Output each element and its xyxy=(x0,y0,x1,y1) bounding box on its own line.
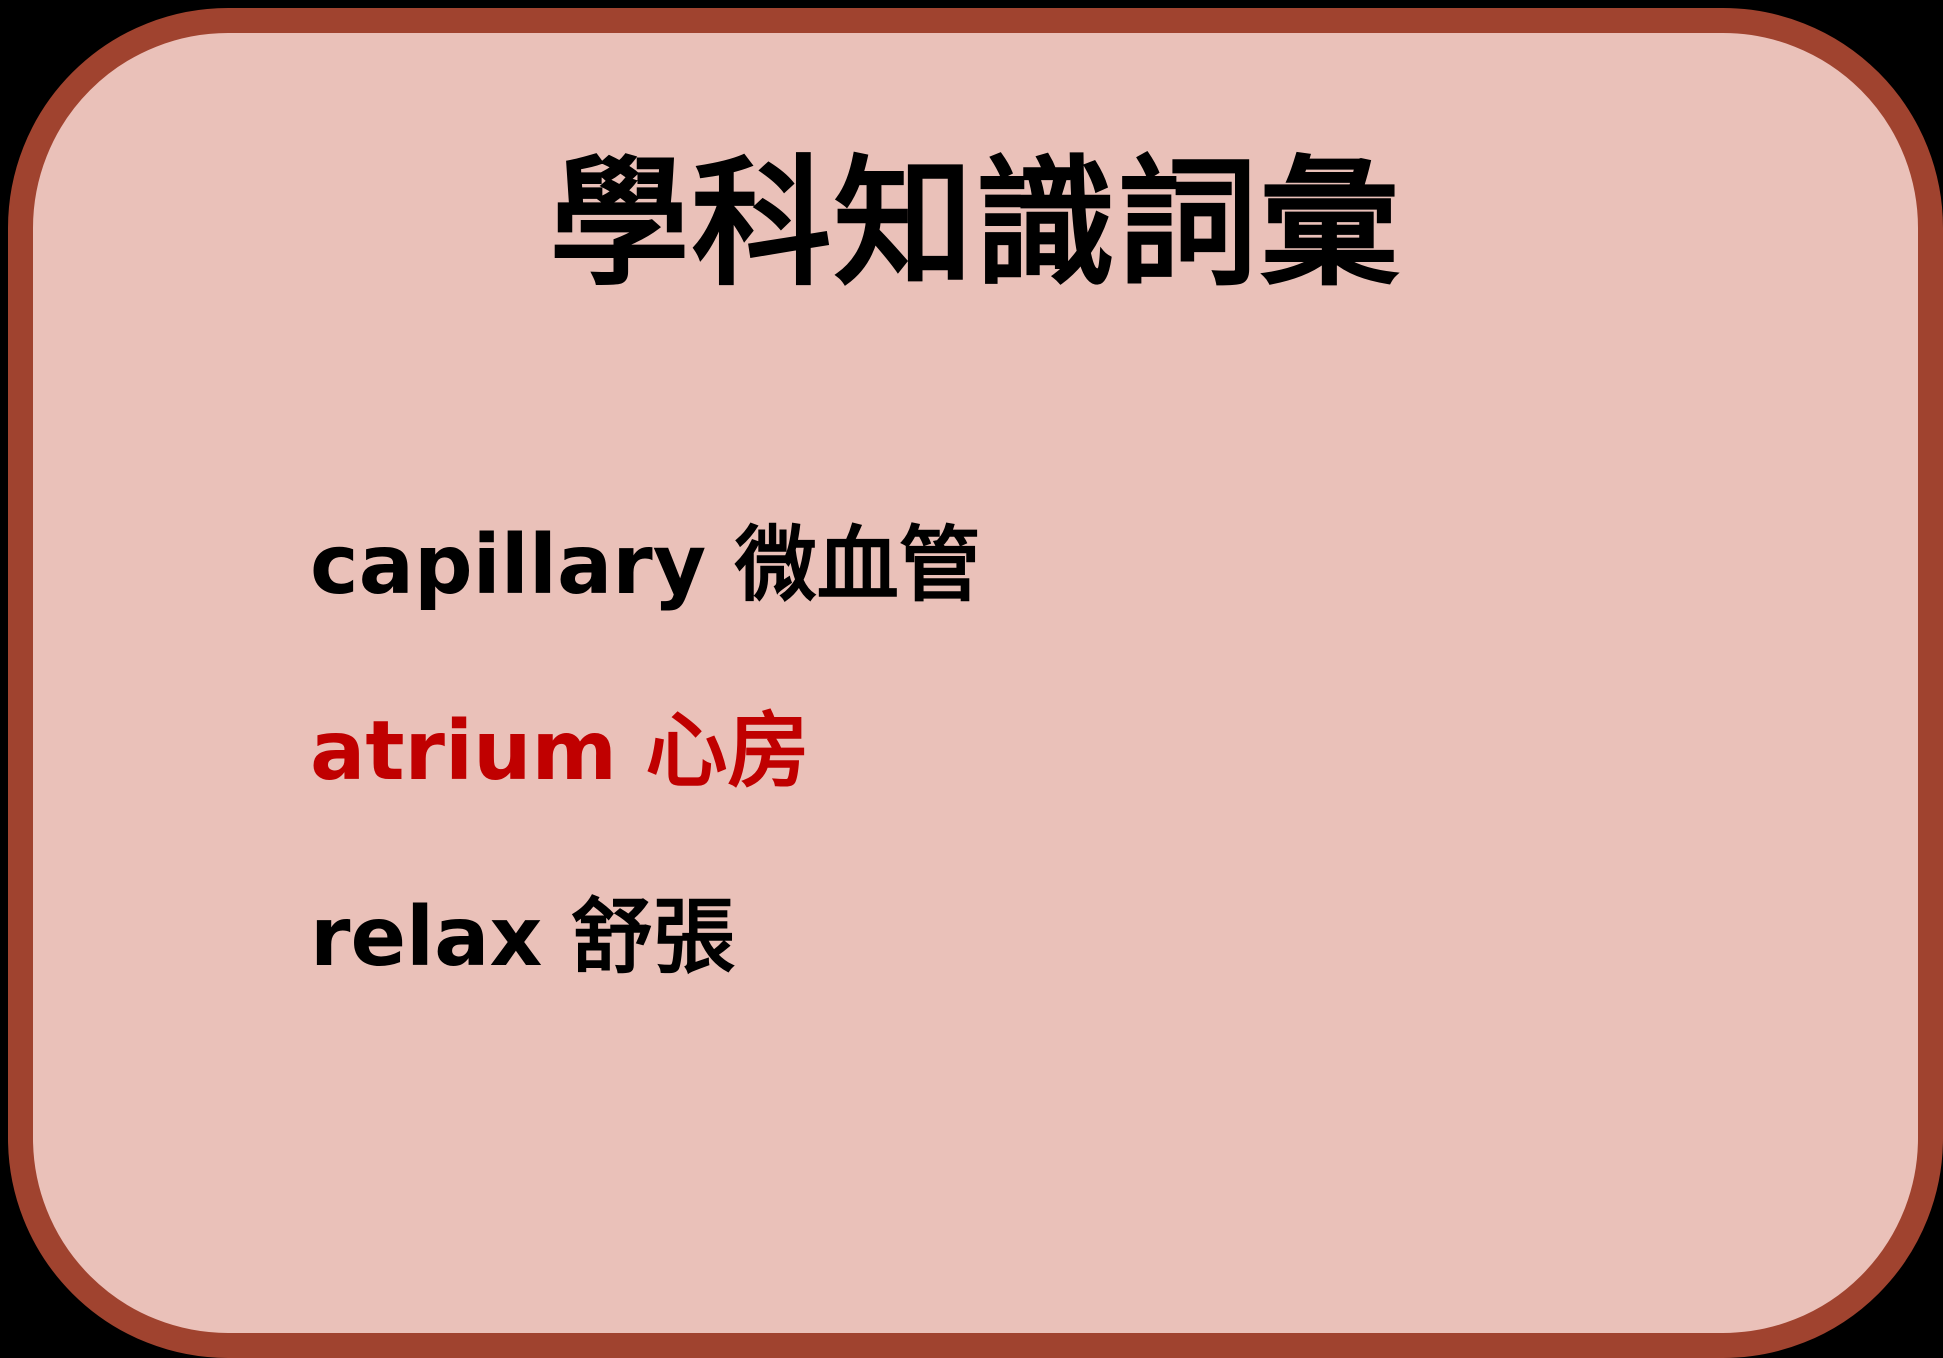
vocabulary-card: 學科知識詞彙 capillary 微血管 atrium 心房 relax 舒張 xyxy=(8,8,1943,1358)
vocab-term-chinese: 微血管 xyxy=(734,518,981,613)
vocab-term-chinese: 心房 xyxy=(645,704,810,799)
vocab-term-english: capillary xyxy=(310,518,707,613)
vocab-item-relax: relax 舒張 xyxy=(310,845,981,1031)
vocab-term-chinese: 舒張 xyxy=(570,890,735,985)
vocab-term-english: atrium xyxy=(310,704,617,799)
vocab-term-english: relax xyxy=(310,890,543,985)
vocabulary-list: capillary 微血管 atrium 心房 relax 舒張 xyxy=(310,473,981,1031)
vocab-item-atrium: atrium 心房 xyxy=(310,659,981,845)
card-title: 學科知識詞彙 xyxy=(549,143,1402,306)
vocab-item-capillary: capillary 微血管 xyxy=(310,473,981,659)
